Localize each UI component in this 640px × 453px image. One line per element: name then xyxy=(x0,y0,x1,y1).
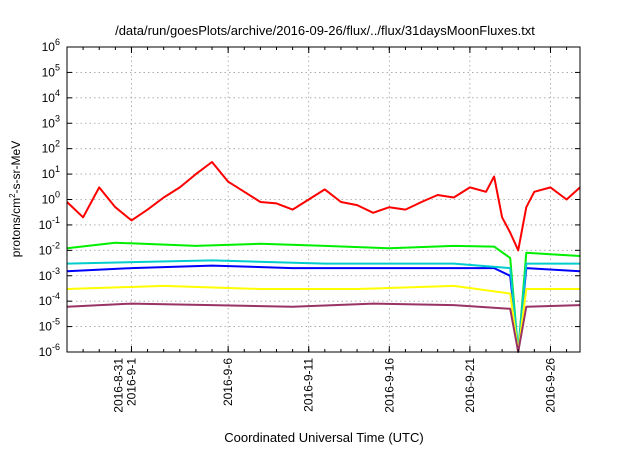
x-axis-label: Coordinated Universal Time (UTC) xyxy=(224,430,423,445)
y-tick-label: 102 xyxy=(42,139,60,156)
y-tick-label-exponent: 1 xyxy=(55,164,60,174)
chart-title: /data/run/goesPlots/archive/2016-09-26/f… xyxy=(115,23,535,38)
y-tick-label: 10-5 xyxy=(39,317,60,334)
x-tick-label: 2016-9-6 xyxy=(221,358,235,406)
y-tick-label: 104 xyxy=(42,88,60,105)
y-tick-label-exponent: -4 xyxy=(52,291,60,301)
x-tick-label: 2016-9-11 xyxy=(302,358,316,412)
y-tick-label-base: 10 xyxy=(39,320,53,334)
y-tick-label-base: 10 xyxy=(39,218,53,232)
series-line xyxy=(66,259,580,353)
y-tick-label-exponent: 0 xyxy=(55,190,60,200)
y-tick-label-base: 10 xyxy=(39,345,53,359)
y-tick-label-base: 10 xyxy=(42,65,56,79)
y-tick-label-exponent: -1 xyxy=(52,215,60,225)
y-axis-label-part: protons/cm xyxy=(9,198,23,257)
series-line xyxy=(66,241,581,353)
x-tick-label: 2016-9-1 xyxy=(124,358,138,406)
y-tick-label-base: 10 xyxy=(42,91,56,105)
y-tick-label-base: 10 xyxy=(42,40,56,54)
x-tick-label: 2016-8-31 xyxy=(111,358,125,413)
y-tick-label: 10-1 xyxy=(39,215,60,232)
y-tick-label-base: 10 xyxy=(42,167,56,181)
y-tick-label: 101 xyxy=(42,164,60,181)
y-axis-label: protons/cm2-s-sr-MeV xyxy=(8,141,23,257)
grid-lines xyxy=(67,47,580,352)
y-tick-label-base: 10 xyxy=(39,294,53,308)
x-axis-ticks: 2016-8-31 2016-9-1 2016-9-6 2016-9-11 2016-9… xyxy=(66,47,568,413)
y-tick-label-exponent: 6 xyxy=(55,37,60,47)
y-tick-label-base: 10 xyxy=(39,243,53,257)
y-tick-label-base: 10 xyxy=(42,142,56,156)
y-tick-label-exponent: -5 xyxy=(52,317,60,327)
y-tick-label-exponent: -3 xyxy=(52,266,60,276)
y-tick-label-exponent: -6 xyxy=(52,342,60,352)
y-tick-label: 106 xyxy=(42,37,60,54)
y-axis-label-superscript: 2 xyxy=(8,193,17,198)
x-tick-label: 2016-9-16 xyxy=(382,358,396,413)
y-tick-label-exponent: 4 xyxy=(55,88,60,98)
series-line xyxy=(66,302,581,353)
y-tick-label: 100 xyxy=(42,190,60,207)
y-axis-label-part: -s-sr-MeV xyxy=(9,141,23,194)
y-tick-label: 105 xyxy=(42,62,60,79)
y-tick-label-base: 10 xyxy=(42,116,56,130)
y-tick-label-exponent: 3 xyxy=(55,113,60,123)
x-tick-label: 2016-9-21 xyxy=(463,358,477,413)
series-line xyxy=(66,284,580,353)
y-tick-label: 10-6 xyxy=(39,342,60,359)
x-tick-label: 2016-9-26 xyxy=(543,358,557,413)
y-tick-label-exponent: 5 xyxy=(55,62,60,72)
series-line xyxy=(66,161,581,252)
y-tick-label: 103 xyxy=(42,113,60,130)
y-tick-label: 10-3 xyxy=(39,266,60,283)
y-tick-label-base: 10 xyxy=(42,193,56,207)
y-tick-label-exponent: -2 xyxy=(52,240,60,250)
y-tick-label: 10-4 xyxy=(39,291,60,308)
y-tick-label-base: 10 xyxy=(39,269,53,283)
data-series xyxy=(66,161,581,353)
y-axis-ticks: 10-610-510-410-310-210-11001011021031041… xyxy=(39,37,580,359)
y-tick-label-exponent: 2 xyxy=(55,139,60,149)
y-tick-label: 10-2 xyxy=(39,240,60,257)
